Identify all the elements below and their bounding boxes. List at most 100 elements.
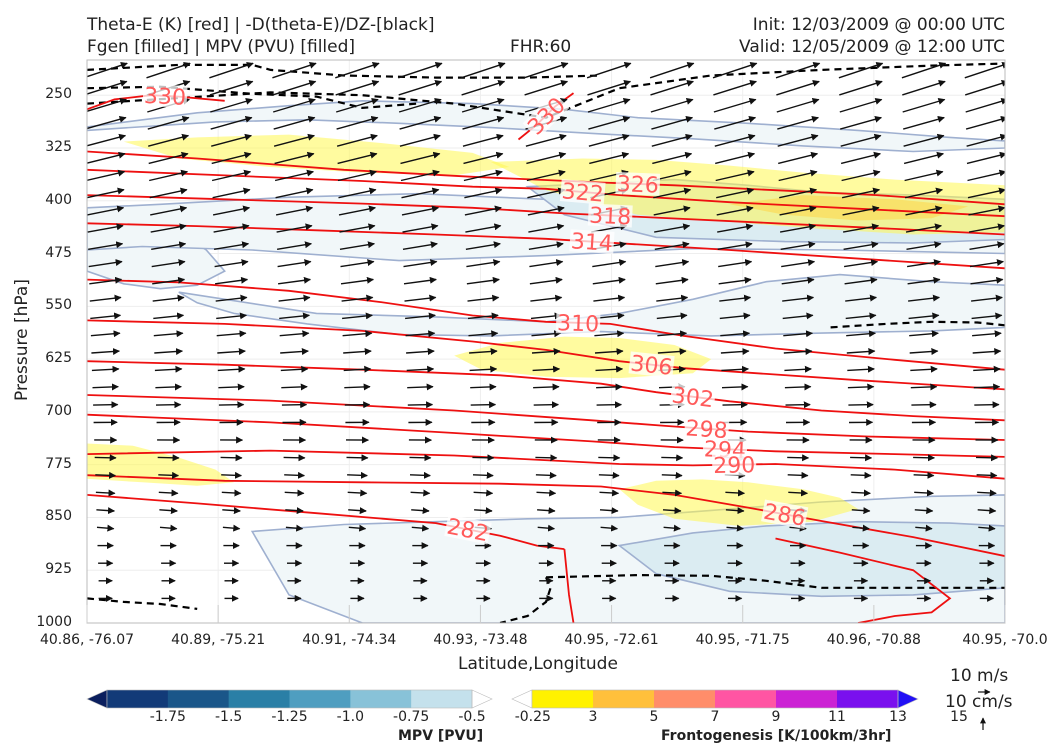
chart-title-line2: Fgen [filled] | MPV (PVU) [filled] <box>87 37 356 57</box>
theta-e-label: 330 <box>143 84 186 111</box>
wind-vector <box>222 507 241 515</box>
theta-e-label-bg <box>444 514 492 545</box>
wind-vector <box>90 330 121 338</box>
wind-vector <box>87 187 125 199</box>
wind-vector <box>215 294 248 302</box>
wind-vector <box>405 330 436 338</box>
wind-vector <box>972 330 1002 338</box>
wind-vector <box>466 259 501 268</box>
wind-vector <box>720 348 750 356</box>
mpv-colorbar <box>86 689 493 709</box>
wind-vector <box>850 454 873 462</box>
wind-vector <box>398 97 442 113</box>
x-tick-label: 40.95, -71.75 <box>695 632 790 648</box>
wind-vector <box>906 241 942 250</box>
forecast-hour: FHR:60 <box>510 37 572 57</box>
theta-e-label: 306 <box>629 352 673 381</box>
wind-vector <box>776 97 820 113</box>
wind-vector <box>146 61 191 79</box>
wind-vector <box>592 259 627 268</box>
colorbar-segment <box>107 690 169 708</box>
wind-vector <box>335 79 380 96</box>
wind-vector <box>903 115 945 130</box>
colorbar-arrow-left <box>86 689 108 709</box>
wind-vector <box>971 312 1003 320</box>
wind-vector <box>91 348 120 356</box>
wind-vector <box>276 223 313 233</box>
wind-vector <box>275 205 314 216</box>
wind-vector <box>536 489 557 497</box>
wind-vector <box>212 205 251 216</box>
wind-vector <box>977 489 997 497</box>
wind-vector <box>218 401 245 409</box>
wind-vector <box>847 365 875 373</box>
wind-vector <box>779 187 818 199</box>
wind-vector <box>976 471 998 479</box>
wind-vector <box>842 223 880 233</box>
wind-vector <box>600 524 618 532</box>
wind-vector <box>467 312 499 320</box>
wind-vector <box>211 133 252 147</box>
colorbar-tick-label: -1.5 <box>214 709 243 725</box>
theta-e-label-bg <box>559 179 606 205</box>
colorbar-tick-label: -0.75 <box>393 709 430 725</box>
wind-vector <box>964 79 1005 96</box>
wind-vector <box>654 241 690 250</box>
wind-vector <box>907 276 941 285</box>
wind-vector <box>407 383 434 391</box>
wind-vector <box>903 133 945 147</box>
wind-vector <box>779 223 817 233</box>
x-tick-label: 40.96, -70.88 <box>826 632 921 648</box>
theta-e-contour <box>87 194 1005 236</box>
wind-vector <box>341 294 374 302</box>
wind-vector <box>153 312 185 320</box>
wind-vector <box>87 151 126 164</box>
wind-vector <box>222 524 241 532</box>
wind-vector <box>87 133 127 147</box>
y-tick-label: 925 <box>45 561 72 578</box>
wind-vector <box>650 79 694 96</box>
wind-vector <box>975 454 998 462</box>
wind-vector <box>342 330 373 338</box>
wind-vector <box>87 115 127 130</box>
init-time: Init: 12/03/2009 @ 00:00 UTC <box>752 15 1005 35</box>
wind-vector <box>785 401 811 409</box>
wind-vector <box>650 97 694 113</box>
wind-vector <box>967 169 1005 182</box>
colorbar-segment <box>411 690 473 708</box>
wind-vector <box>845 294 877 302</box>
x-tick-label: 40.95, -72.61 <box>564 632 659 648</box>
wind-vector <box>720 330 751 338</box>
mpv-filled-contours <box>87 99 1005 623</box>
colorbar-tick-label: 3 <box>588 709 598 725</box>
wind-vector <box>908 312 940 320</box>
wind-vector <box>904 169 944 182</box>
x-tick-label: 40.89, -75.21 <box>171 632 266 648</box>
colorbar-segment <box>776 690 838 708</box>
wind-vector <box>969 241 1005 250</box>
wind-vector <box>277 259 312 268</box>
wind-vector <box>347 471 368 479</box>
wind-vector <box>470 383 497 391</box>
wind-vector <box>839 97 883 113</box>
wind-vector <box>599 507 619 515</box>
wind-vector <box>965 115 1005 130</box>
wind-vector <box>470 401 497 409</box>
wind-vector <box>469 365 498 373</box>
y-tick-label: 400 <box>45 191 72 208</box>
wind-vector <box>530 294 563 302</box>
wind-vector <box>652 151 693 165</box>
dthetae-dz-contour <box>830 320 1005 329</box>
theta-e-contour <box>563 549 575 623</box>
wind-vector <box>399 115 442 130</box>
colorbar-segment <box>532 690 594 708</box>
wind-vector <box>787 454 810 462</box>
wind-vector <box>281 401 308 409</box>
wind-vector <box>159 507 178 515</box>
wind-vector <box>90 312 122 320</box>
wind-vector <box>217 365 246 373</box>
mpv-colorbar-title: MPV [PVU] <box>398 728 484 744</box>
wind-vector <box>966 151 1005 165</box>
wind-vector <box>411 507 430 515</box>
theta-e-label-bg <box>555 311 601 335</box>
